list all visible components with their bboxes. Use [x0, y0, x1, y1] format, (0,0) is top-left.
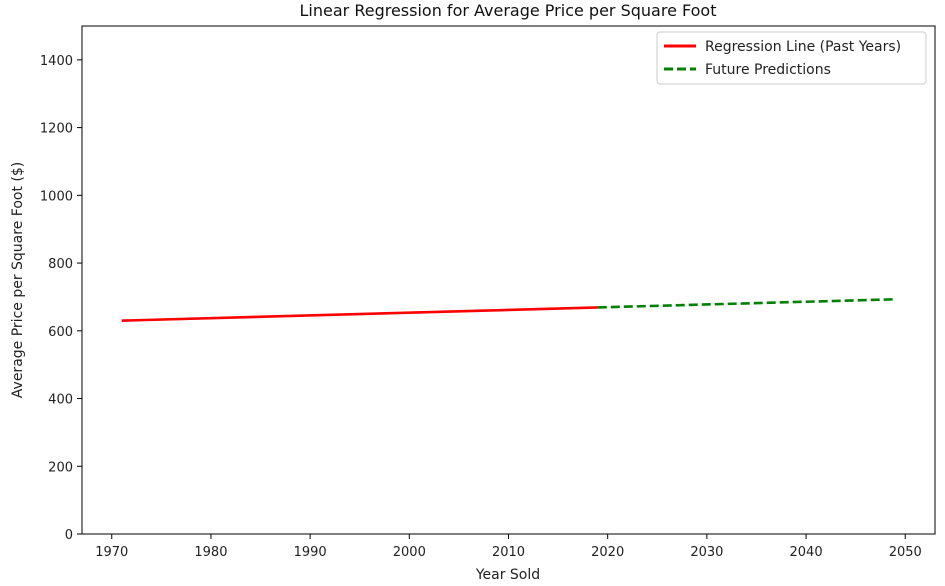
series-line-past: [121, 306, 598, 322]
y-axis-ticks: 0 200 400 600 800 1000 1200 1400: [40, 54, 82, 543]
legend-label-past: Regression Line (Past Years): [705, 39, 901, 55]
legend-box: [656, 31, 927, 85]
y-tick-label: 1400: [40, 54, 73, 69]
y-tick-label: 0: [65, 528, 73, 543]
x-tick-label: 2030: [690, 545, 723, 560]
chart-title: Linear Regression for Average Price per …: [300, 1, 717, 20]
y-tick-label: 1200: [40, 122, 73, 137]
series-layer: [121, 298, 896, 322]
legend-label-future: Future Predictions: [705, 62, 831, 78]
y-axis-label: Average Price per Square Foot ($): [10, 162, 26, 398]
x-tick-label: 2050: [889, 545, 922, 560]
x-axis-ticks: 1970 1980 1990 2000 2010 2020 2030 2040 2050: [95, 534, 922, 560]
y-tick-label: 800: [48, 257, 73, 272]
y-tick-label: 200: [48, 460, 73, 475]
x-tick-label: 1980: [194, 545, 227, 560]
x-tick-label: 1990: [294, 545, 327, 560]
x-tick-label: 2000: [393, 545, 426, 560]
x-tick-label: 2010: [492, 545, 525, 560]
x-tick-label: 1970: [95, 545, 128, 560]
plot-area: [81, 25, 936, 535]
legend: Regression Line (Past Years) Future Pred…: [656, 31, 927, 85]
y-tick-label: 600: [48, 325, 73, 340]
x-tick-label: 2040: [790, 545, 823, 560]
x-tick-label: 2020: [591, 545, 624, 560]
x-axis-label: Year Sold: [475, 567, 540, 583]
y-tick-label: 1000: [40, 189, 73, 204]
y-tick-label: 400: [48, 393, 73, 408]
series-line-future: [597, 298, 896, 309]
